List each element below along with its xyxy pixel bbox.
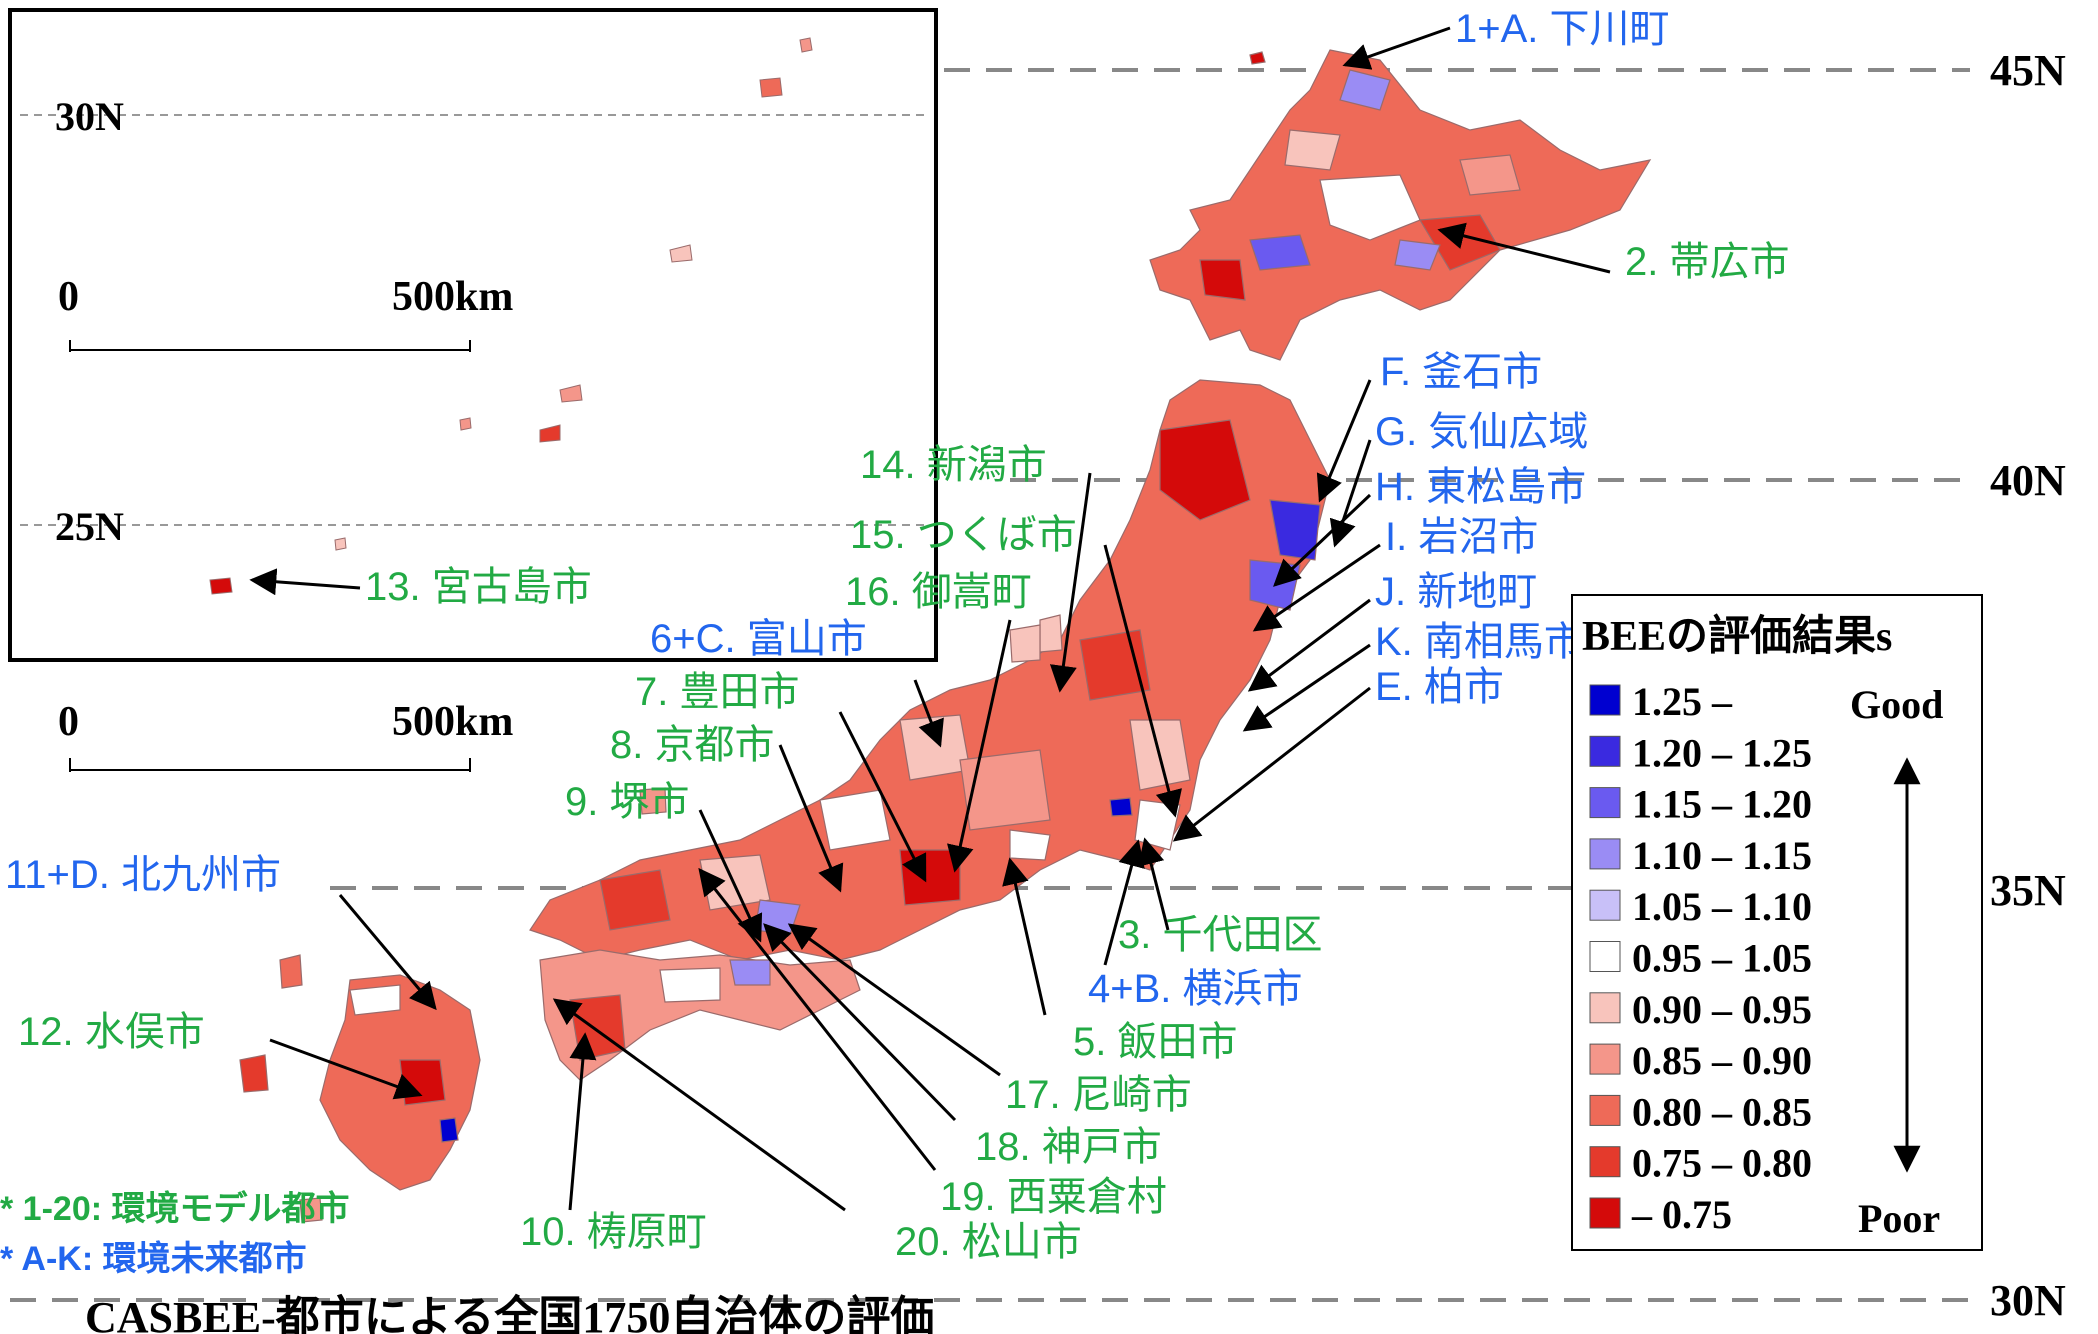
city-label: 12. 水俣市	[18, 1010, 205, 1054]
lat-40n-label: 40N	[1990, 456, 2066, 505]
lat-35n-label: 35N	[1990, 866, 2066, 915]
inset-map: 30N 25N 0 500km	[8, 8, 938, 662]
city-label: 7. 豊田市	[635, 670, 799, 714]
legend-class-label: 1.25 –	[1632, 679, 1733, 724]
legend-good-label: Good	[1850, 682, 1943, 727]
city-label: I. 岩沼市	[1385, 515, 1538, 559]
legend-title: BEEの評価結果s	[1582, 613, 1892, 660]
legend-rows: 1.25 – 1.20 – 1.25 1.15 – 1.20 1.10 – 1.15 1…	[1589, 679, 1812, 1237]
city-label: 6+C. 富山市	[650, 617, 867, 661]
city-label: 20. 松山市	[895, 1220, 1082, 1264]
city-label: H. 東松島市	[1375, 465, 1586, 509]
city-label: 14. 新潟市	[860, 443, 1047, 487]
main-scale-zero: 0	[58, 699, 79, 745]
legend-class-label: 0.95 – 1.05	[1632, 936, 1812, 981]
legend-swatch	[1589, 1146, 1621, 1178]
inset-lat-30n-label: 30N	[55, 94, 124, 139]
inset-scale-label: 500km	[392, 274, 513, 320]
inset-frame	[8, 8, 938, 662]
main-scale: 0 500km	[58, 699, 513, 772]
legend-class-label: 0.80 – 0.85	[1632, 1089, 1812, 1134]
city-labels: 1+A. 下川町 2. 帯広市 F. 釜石市 G. 気仙広域 H. 東松島市 I…	[5, 7, 1789, 1264]
legend-swatch	[1589, 1197, 1621, 1229]
latitude-labels: 45N 40N 35N 30N	[1990, 46, 2066, 1325]
legend-swatch	[1589, 838, 1621, 870]
legend-class-label: 0.75 – 0.80	[1632, 1141, 1812, 1186]
city-label: 4+B. 横浜市	[1088, 967, 1303, 1011]
city-label: 13. 宮古島市	[365, 565, 592, 609]
legend-swatch	[1589, 1043, 1621, 1075]
leader-arrows	[249, 26, 1611, 1212]
legend-swatch	[1589, 735, 1621, 767]
city-label: 2. 帯広市	[1625, 240, 1789, 284]
city-label: 17. 尼崎市	[1005, 1073, 1192, 1117]
city-label: 3. 千代田区	[1118, 913, 1322, 957]
legend-class-label: 1.20 – 1.25	[1632, 730, 1812, 775]
inset-scale-zero: 0	[58, 274, 79, 320]
city-label: 11+D. 北九州市	[5, 853, 281, 897]
city-label: J. 新地町	[1375, 570, 1537, 614]
figure-title: CASBEE-都市による全国1750自治体の評価	[85, 1292, 934, 1334]
lat-45n-label: 45N	[1990, 46, 2066, 95]
legend-class-label: – 0.75	[1631, 1192, 1732, 1237]
small-islands	[639, 624, 1041, 815]
note-future-cities: * A-K: 環境未来都市	[0, 1239, 307, 1278]
city-label: 9. 堺市	[565, 780, 689, 824]
note-model-cities: * 1-20: 環境モデル都市	[0, 1189, 350, 1228]
inset-lat-25n-label: 25N	[55, 504, 124, 549]
city-label: 8. 京都市	[610, 723, 774, 767]
legend-class-label: 0.90 – 0.95	[1632, 987, 1812, 1032]
city-label: 15. つくば市	[850, 513, 1077, 557]
city-label: E. 柏市	[1375, 665, 1504, 709]
legend-class-label: 0.85 – 0.90	[1632, 1038, 1812, 1083]
main-scale-label: 500km	[392, 699, 513, 745]
city-label: 1+A. 下川町	[1455, 7, 1670, 51]
legend-poor-label: Poor	[1858, 1196, 1940, 1241]
city-label: G. 気仙広域	[1375, 410, 1588, 454]
kyushu-region	[239, 954, 481, 1223]
city-label: 18. 神戸市	[975, 1125, 1162, 1169]
legend-swatch	[1589, 787, 1621, 819]
city-label: 16. 御嵩町	[845, 570, 1032, 614]
legend-swatch	[1589, 1094, 1621, 1126]
legend-swatch	[1589, 684, 1621, 716]
notes: * 1-20: 環境モデル都市 * A-K: 環境未来都市	[0, 1189, 350, 1278]
legend-class-label: 1.05 – 1.10	[1632, 884, 1812, 929]
legend-class-label: 1.10 – 1.15	[1632, 833, 1812, 878]
hokkaido-region	[1149, 49, 1652, 361]
city-label: K. 南相馬市	[1375, 620, 1584, 664]
city-label: F. 釜石市	[1380, 350, 1542, 394]
city-label: 5. 飯田市	[1073, 1020, 1237, 1064]
legend-swatch	[1589, 941, 1621, 972]
city-label: 19. 西粟倉村	[940, 1175, 1167, 1219]
legend-class-label: 1.15 – 1.20	[1632, 782, 1812, 827]
lat-30n-label: 30N	[1990, 1276, 2066, 1325]
legend-swatch	[1589, 889, 1621, 921]
legend-swatch	[1589, 992, 1621, 1024]
legend: BEEの評価結果s 1.25 –1.20 – 1.251.15 – 1.201.…	[1571, 594, 1983, 1251]
city-label: 10. 梼原町	[520, 1210, 707, 1254]
